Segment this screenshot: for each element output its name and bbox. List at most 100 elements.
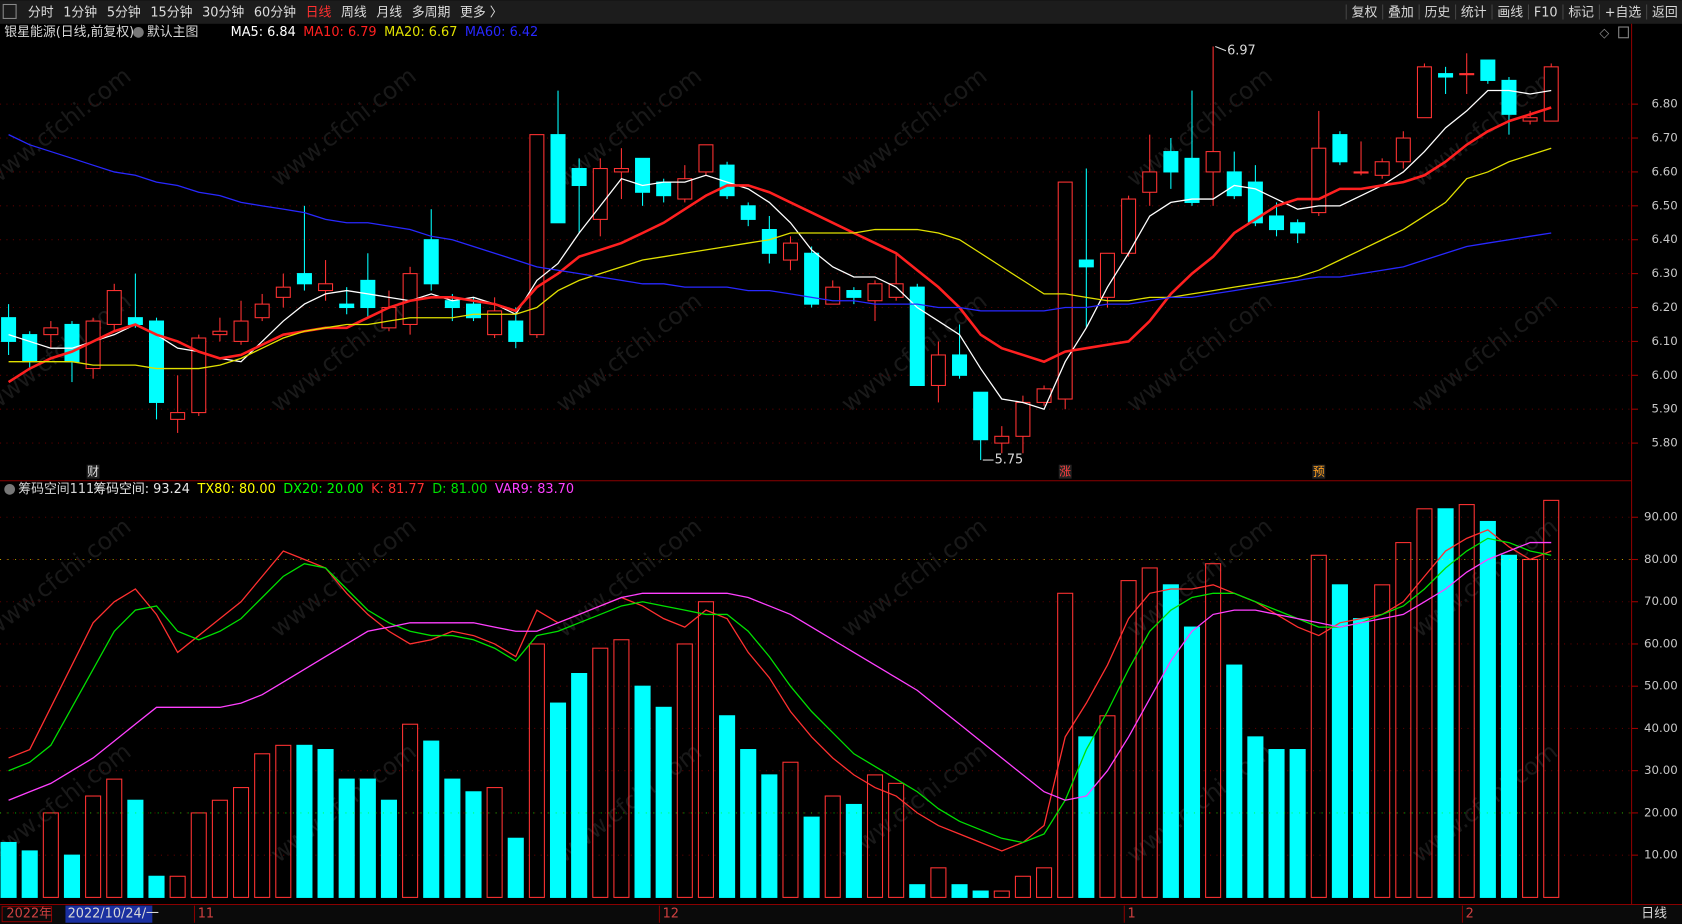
main-chart-icon[interactable] (133, 27, 144, 38)
candle-body (529, 134, 545, 336)
candle-body (1353, 171, 1369, 174)
watermark: www.cfchi.com (550, 287, 707, 418)
bar (1099, 715, 1116, 898)
legend-entry: D: 81.00 (432, 482, 487, 497)
y-tick-label: 40.00 (1644, 721, 1678, 735)
bar (254, 753, 271, 898)
ma-line (8, 134, 1552, 312)
candle-body (64, 323, 80, 363)
toolbar-button[interactable]: 叠加 (1388, 6, 1414, 21)
candle-body (550, 134, 566, 224)
toolbar-button[interactable]: 5分钟 (107, 5, 141, 21)
bar (1437, 508, 1454, 898)
toolbar-icon[interactable] (2, 3, 17, 19)
bar (571, 672, 588, 898)
bar (317, 749, 334, 898)
candle-body (994, 435, 1010, 444)
toolbar-button[interactable]: 日线 (306, 6, 332, 21)
y-tick-label: 6.30 (1651, 266, 1677, 280)
toolbar-button[interactable]: 多周期 (412, 6, 451, 21)
legend-entry: K: 81.77 (371, 482, 425, 497)
toolbar-button[interactable]: 标记 (1568, 6, 1594, 21)
bar (1479, 520, 1496, 898)
candle-body (1374, 161, 1390, 176)
toolbar-button[interactable]: 复权 (1352, 5, 1378, 21)
candle-body (1163, 151, 1179, 173)
bar (1247, 736, 1264, 898)
toolbar-button[interactable]: 返回 (1652, 6, 1678, 21)
bar (465, 791, 482, 898)
bar (824, 795, 841, 898)
legend-entry: MA5: 6.84 (231, 25, 296, 40)
toolbar-button[interactable]: 周线 (341, 6, 367, 21)
window-icon[interactable]: ◇ (1599, 26, 1609, 41)
toolbar-button[interactable]: 更多 〉 (460, 6, 503, 21)
legend-entry: MA10: 6.79 (303, 25, 376, 40)
toolbar-button[interactable]: 60分钟 (254, 5, 296, 21)
legend-entry: TX80: 80.00 (197, 482, 276, 497)
candle-body (1142, 171, 1158, 193)
toolbar-button[interactable]: 统计 (1461, 6, 1487, 21)
y-tick-label: 50.00 (1644, 679, 1678, 693)
legend-entry: MA20: 6.67 (384, 25, 457, 40)
bar (951, 884, 968, 898)
legend-entry: DX20: 20.00 (283, 482, 363, 497)
bar (613, 639, 630, 898)
candle-body (106, 290, 122, 325)
toolbar-button[interactable]: 15分钟 (150, 5, 192, 21)
candle-body (1416, 66, 1432, 119)
y-tick-label: 6.70 (1651, 131, 1677, 145)
bar (909, 884, 926, 898)
bar (634, 685, 651, 898)
toolbar-button[interactable]: 月线 (376, 6, 402, 21)
bar (592, 647, 609, 898)
annotation: 6.97 (1227, 43, 1256, 58)
bar (549, 702, 567, 898)
window-icon[interactable] (1618, 26, 1629, 39)
bar (740, 749, 757, 898)
watermark: www.cfchi.com (550, 512, 707, 643)
watermark: www.cfchi.com (0, 512, 136, 643)
candle-body (339, 303, 355, 309)
y-tick-label: 6.10 (1651, 334, 1677, 348)
date-bar (0, 904, 1682, 924)
bar (1014, 875, 1031, 898)
toolbar-button[interactable]: 1分钟 (63, 5, 97, 21)
x-tick-label: 1 (1128, 907, 1136, 922)
bar (719, 715, 736, 898)
candle-body (1057, 181, 1073, 400)
bar (1162, 584, 1179, 898)
candle-body (487, 310, 503, 336)
bar (85, 795, 102, 898)
toolbar-button[interactable]: 历史 (1424, 6, 1450, 21)
candle-body (1522, 117, 1538, 122)
candle-body (233, 320, 249, 342)
indicator-icon[interactable] (4, 483, 16, 495)
toolbar-button[interactable]: F10 (1534, 6, 1558, 21)
bar (148, 875, 165, 898)
toolbar-button[interactable]: +自选 (1605, 6, 1642, 21)
candle-body (170, 412, 186, 420)
bar (106, 778, 123, 898)
bar (782, 761, 799, 898)
candle-body (275, 286, 291, 298)
candle-body (212, 330, 228, 336)
marker-box (1058, 464, 1072, 479)
toolbar-button[interactable]: 分时 (28, 6, 54, 21)
y-tick-label: 6.40 (1651, 232, 1677, 246)
candle-body (677, 178, 693, 200)
toolbar-button[interactable]: 画线 (1497, 6, 1523, 21)
bar (528, 643, 545, 898)
candle-body (656, 181, 672, 197)
bar (845, 803, 862, 898)
y-tick-label: 20.00 (1644, 805, 1678, 819)
y-tick-label: 80.00 (1644, 552, 1678, 566)
bar (1226, 664, 1243, 898)
toolbar-button[interactable]: 30分钟 (202, 5, 244, 21)
chart-subtitle: 默认主图 (147, 24, 198, 40)
watermark: www.cfchi.com (265, 512, 422, 643)
event-marker: 财 (87, 465, 99, 479)
candle-body (1247, 181, 1263, 224)
y-tick-label: 70.00 (1644, 594, 1678, 608)
event-marker: 预 (1313, 465, 1325, 479)
